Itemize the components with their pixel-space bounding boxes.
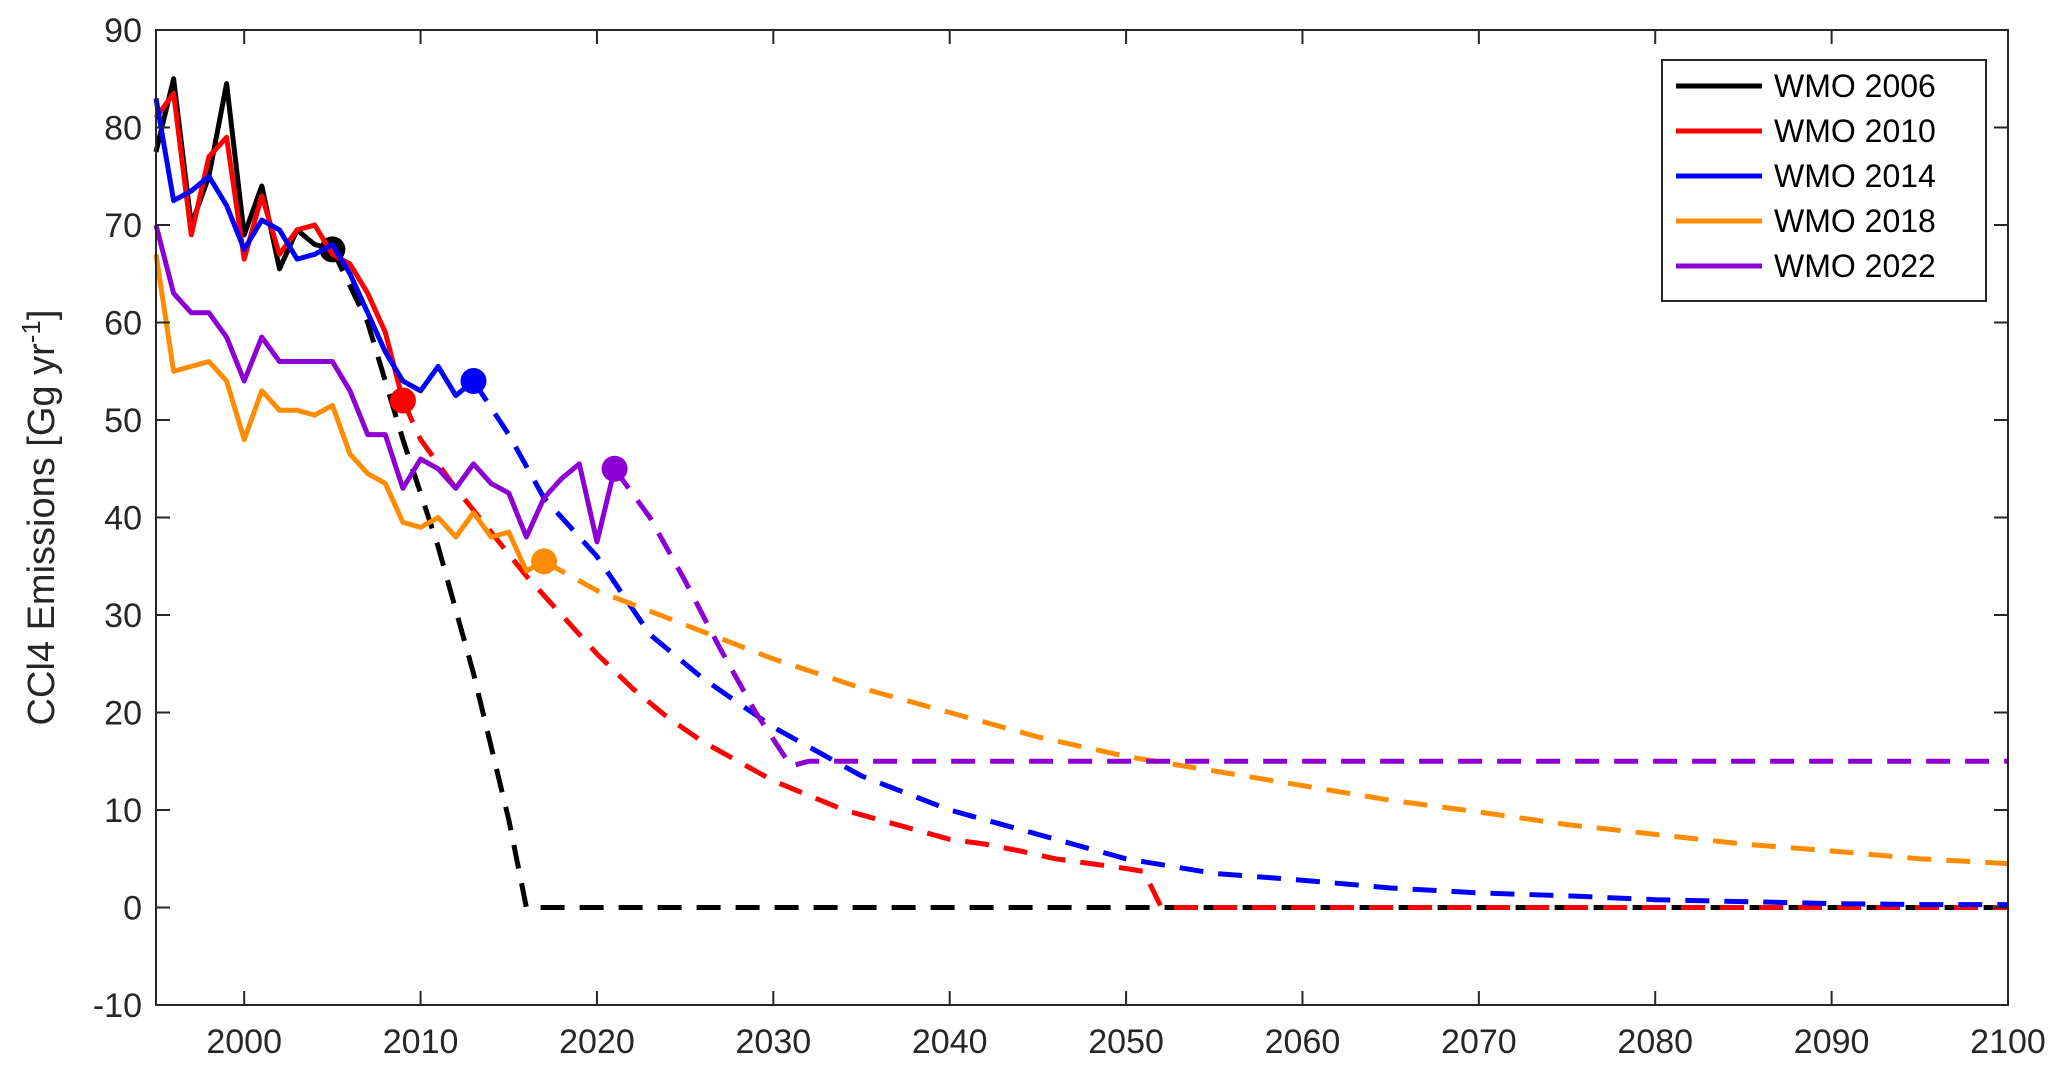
x-tick-label: 2020 xyxy=(559,1023,635,1061)
legend-label: WMO 2010 xyxy=(1774,113,1936,149)
x-tick-label: 2100 xyxy=(1970,1023,2046,1061)
legend-label: WMO 2022 xyxy=(1774,248,1936,284)
y-axis-label: CCl4 Emissions [Gg yr-1] xyxy=(16,310,63,726)
x-tick-label: 2010 xyxy=(383,1023,459,1061)
y-axis-label-suffix: ] xyxy=(21,310,63,321)
x-tick-label: 2090 xyxy=(1794,1023,1870,1061)
series-projection-4 xyxy=(612,467,2008,769)
y-tick-label: 70 xyxy=(104,207,142,245)
y-tick-label: 0 xyxy=(123,890,142,928)
series-marker-4 xyxy=(601,455,628,482)
y-tick-label: 20 xyxy=(104,695,142,733)
series-marker-1 xyxy=(389,387,416,414)
legend-label: WMO 2006 xyxy=(1774,68,1936,104)
y-tick-label: 80 xyxy=(104,110,142,148)
series-projection-0 xyxy=(330,248,2008,910)
series-projection-3 xyxy=(542,559,2009,867)
x-tick-label: 2080 xyxy=(1617,1023,1693,1061)
legend-box xyxy=(1661,59,1987,302)
series-layer xyxy=(153,76,2009,910)
y-tick-label: 90 xyxy=(104,12,142,50)
y-axis: -10 0 10 20 30 40 50 60 70 80 90 xyxy=(93,12,2008,1025)
x-tick-label: 2060 xyxy=(1265,1023,1341,1061)
series-observed-3 xyxy=(153,253,546,574)
series-projection-2 xyxy=(471,379,2008,908)
series-observed-4 xyxy=(153,224,618,545)
y-tick-label: 40 xyxy=(104,500,142,538)
x-tick-label: 2050 xyxy=(1088,1023,1164,1061)
x-tick-label: 2030 xyxy=(736,1023,812,1061)
y-axis-label-main: CCl4 Emissions [Gg yr xyxy=(21,343,63,726)
legend: WMO 2006 WMO 2010 WMO 2014 WMO 2018 WMO 2022 xyxy=(1661,59,1987,302)
x-axis: 2000 2010 2020 2030 2040 2050 2060 2070 2080 2090… xyxy=(206,30,2046,1061)
series-projection-1 xyxy=(400,399,2008,910)
series-marker-2 xyxy=(460,368,487,394)
y-tick-label: 60 xyxy=(104,305,142,343)
y-axis-label-superscript: -1 xyxy=(16,320,46,343)
y-tick-label: -10 xyxy=(93,987,142,1025)
series-observed-1 xyxy=(153,90,406,402)
series-marker-3 xyxy=(531,548,558,575)
legend-label: WMO 2014 xyxy=(1774,158,1936,194)
series-observed-2 xyxy=(153,97,476,399)
y-tick-label: 50 xyxy=(104,402,142,440)
x-tick-label: 2040 xyxy=(912,1023,988,1061)
legend-label: WMO 2018 xyxy=(1774,203,1936,239)
y-tick-label: 10 xyxy=(104,792,142,830)
x-tick-label: 2000 xyxy=(206,1023,282,1061)
x-tick-label: 2070 xyxy=(1441,1023,1517,1061)
y-tick-label: 30 xyxy=(104,597,142,635)
